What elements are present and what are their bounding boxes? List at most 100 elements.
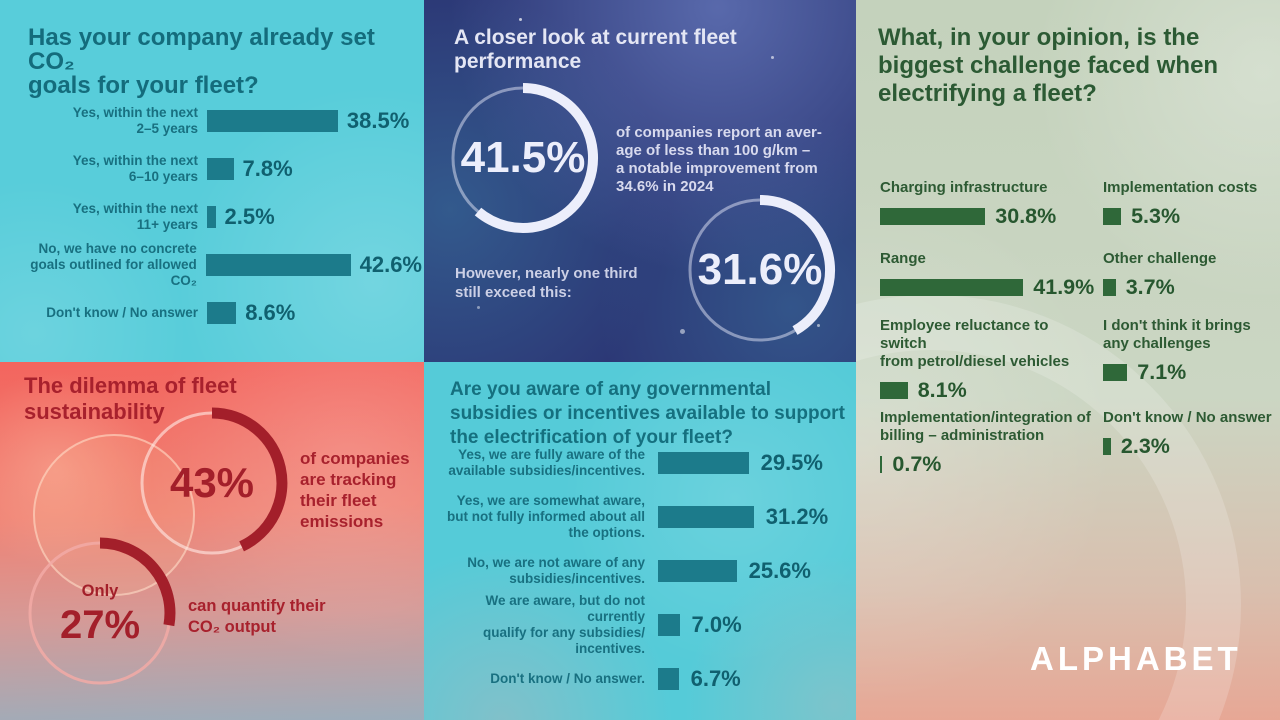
bar	[658, 614, 680, 636]
bar-row: Don't know / No answer. 6.7%	[432, 652, 854, 706]
panel-title: A closer look at current fleet performan…	[454, 26, 737, 73]
bar	[658, 506, 754, 528]
bar-value: 42.6%	[359, 252, 422, 277]
bar-label: No, we have no concrete goals outlined f…	[30, 241, 197, 288]
bar-row: Don't know / No answer 8.6%	[14, 289, 422, 337]
bar-value: 29.5%	[760, 450, 823, 475]
bar-value: 3.7%	[1125, 275, 1175, 299]
bar-value: 7.1%	[1137, 360, 1187, 384]
panel-co2-goals: Has your company already set CO₂ goals f…	[0, 0, 424, 362]
bar	[207, 302, 237, 324]
donut-prefix: Only	[81, 581, 119, 600]
bar-value: 5.3%	[1131, 204, 1181, 228]
donut-value: 41.5%	[460, 133, 586, 182]
bar-row: We are aware, but do not currently quali…	[432, 593, 854, 656]
bar	[880, 456, 883, 473]
bar-value: 6.7%	[690, 666, 741, 691]
bar-label: We are aware, but do not currently quali…	[482, 593, 645, 656]
donut-caption: can quantify their CO₂ output	[188, 597, 326, 636]
bar	[658, 668, 679, 690]
bar-value: 41.9%	[1033, 275, 1095, 299]
bar-label: Employee reluctance to switch from petro…	[880, 317, 1070, 370]
bar	[880, 279, 1024, 296]
bar-value: 25.6%	[748, 558, 811, 583]
panel-subsidies-awareness: Are you aware of any governmental subsid…	[424, 362, 856, 720]
bar-value: 0.7%	[892, 452, 942, 476]
note-text: However, nearly one third still exceed t…	[455, 265, 638, 301]
challenge-item: Don't know / No answer 2.3%	[1103, 409, 1280, 459]
bar	[207, 206, 216, 228]
bar-label: Other challenge	[1103, 250, 1217, 267]
bar-label: Charging infrastructure	[880, 179, 1048, 196]
panel-title: Has your company already set CO₂ goals f…	[28, 24, 375, 99]
panel-fleet-performance: A closer look at current fleet performan…	[424, 0, 856, 362]
bar-value: 38.5%	[346, 108, 410, 133]
donut-caption: of companies report an aver- age of less…	[616, 124, 822, 195]
bar-value: 8.6%	[245, 300, 296, 325]
bar-label: Don't know / No answer.	[490, 671, 645, 686]
bar-value: 8.1%	[917, 378, 967, 402]
bar-row: No, we are not aware of any subsidies/in…	[432, 544, 854, 598]
donut-value: 31.6%	[697, 245, 823, 294]
bar	[205, 254, 351, 276]
challenge-item: Implementation costs 5.3%	[1103, 179, 1280, 229]
panel-title: Are you aware of any governmental subsid…	[450, 379, 845, 448]
bar-label: Don't know / No answer	[1103, 409, 1272, 426]
bar-row: No, we have no concrete goals outlined f…	[14, 241, 422, 289]
challenge-item: Other challenge 3.7%	[1103, 250, 1280, 300]
challenge-item: Range 41.9%	[880, 250, 1096, 300]
bar-value: 31.2%	[765, 504, 829, 529]
bar	[658, 452, 749, 474]
bar-value: 30.8%	[995, 204, 1057, 228]
panel-sustainability-dilemma: The dilemma of fleet sustainability 43% …	[0, 362, 424, 720]
donut-value: 27%	[59, 602, 141, 647]
bar	[658, 560, 737, 582]
challenge-item: I don't think it brings any challenges 7…	[1103, 317, 1280, 385]
alphabet-logo: ALPHABET	[1030, 640, 1242, 677]
bar-value: 7.0%	[691, 612, 742, 637]
bar-label: Don't know / No answer	[46, 305, 198, 320]
donut-value: 43%	[169, 459, 255, 506]
bar-label: Range	[880, 250, 926, 267]
bar-label: Yes, we are fully aware of the available…	[448, 447, 645, 478]
bar	[1103, 438, 1111, 455]
challenge-item: Employee reluctance to switch from petro…	[880, 317, 1096, 403]
bar	[880, 208, 986, 225]
bar	[207, 110, 338, 132]
bar-row: Yes, we are somewhat aware, but not full…	[432, 490, 854, 544]
challenge-item: Charging infrastructure 30.8%	[880, 179, 1096, 229]
bar-label: No, we are not aware of any subsidies/in…	[467, 555, 645, 586]
bar-row: Yes, we are fully aware of the available…	[432, 436, 854, 490]
bar-value: 2.3%	[1120, 434, 1170, 458]
bar-label: Implementation/integration of billing – …	[880, 409, 1091, 444]
bar-value: 2.5%	[224, 204, 275, 229]
co2-goals-bar-chart: Yes, within the next 2–5 years 38.5% Yes…	[14, 97, 422, 337]
bar-label: I don't think it brings any challenges	[1103, 317, 1251, 352]
bar	[1103, 279, 1116, 296]
bar-label: Implementation costs	[1103, 179, 1258, 196]
bar-label: Yes, we are somewhat aware, but not full…	[447, 493, 645, 540]
bar-row: Yes, within the next 6–10 years 7.8%	[14, 145, 422, 193]
donut-ring-27	[28, 537, 176, 685]
background-stars	[519, 18, 522, 21]
bar-label: Yes, within the next 2–5 years	[72, 105, 198, 136]
bar	[207, 158, 234, 180]
bar	[1103, 364, 1128, 381]
donut-caption: of companies are tracking their fleet em…	[300, 449, 410, 531]
bar-row: Yes, within the next 11+ years 2.5%	[14, 193, 422, 241]
bar-value: 7.8%	[242, 156, 293, 181]
bar	[880, 382, 908, 399]
bar-label: Yes, within the next 11+ years	[72, 201, 198, 232]
subsidies-bar-chart: Yes, we are fully aware of the available…	[432, 436, 854, 706]
bar-row: Yes, within the next 2–5 years 38.5%	[14, 97, 422, 145]
donut-ring-31-6	[688, 195, 835, 342]
panel-title: What, in your opinion, is the biggest ch…	[878, 24, 1219, 107]
donut-ring-43	[140, 407, 288, 555]
bar-label: Yes, within the next 6–10 years	[72, 153, 198, 184]
donut-ring-41-5	[451, 83, 599, 233]
panel-biggest-challenge: What, in your opinion, is the biggest ch…	[856, 0, 1280, 720]
challenge-item: Implementation/integration of billing – …	[880, 409, 1096, 477]
bar	[1103, 208, 1122, 225]
panel-title: The dilemma of fleet sustainability	[24, 373, 237, 424]
